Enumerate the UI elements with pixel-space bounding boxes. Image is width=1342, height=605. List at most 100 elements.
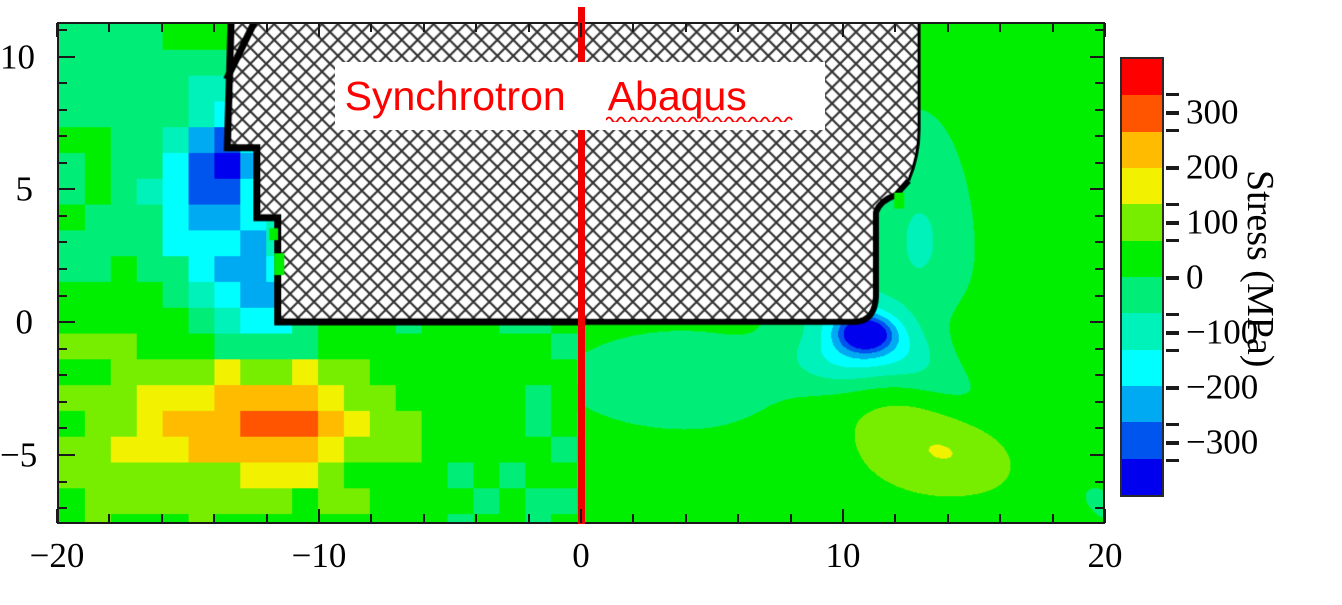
colorbar-tick--200 [1166, 385, 1179, 390]
spellcheck-underline-icon [605, 116, 793, 122]
colorbar-label-200: 200 [1186, 147, 1239, 187]
panel-label-box: Synchrotron Abaqus [334, 62, 825, 130]
x-tick--16 [160, 514, 163, 523]
x-tick-20 [1104, 509, 1106, 523]
colorbar-minor-tick-8 [1166, 349, 1179, 353]
colorbar-band-7 [1122, 313, 1162, 350]
colorbar-label-100: 100 [1186, 202, 1239, 242]
colorbar-tick--300 [1166, 440, 1179, 445]
y-tick-right-3 [1095, 241, 1104, 244]
colorbar-minor-tick-11 [1166, 459, 1179, 463]
colorbar-label--200: −200 [1186, 367, 1259, 407]
x-tick-12 [894, 514, 897, 523]
y-tick-7 [58, 135, 67, 138]
x-tick-top-6 [737, 23, 740, 32]
y-tick-3 [58, 241, 67, 244]
x-tick--18 [108, 514, 111, 523]
y-tick-right--1 [1095, 347, 1104, 350]
x-tick-top-0 [580, 23, 582, 37]
y-tick-11 [58, 28, 67, 31]
y-tick-right--4 [1095, 427, 1104, 430]
x-tick-top--16 [160, 23, 163, 32]
y-axis-label-2: 0 [15, 302, 34, 342]
y-tick-right--5 [1090, 453, 1104, 456]
x-tick-top--10 [318, 23, 320, 37]
y-tick-right--7 [1095, 507, 1104, 510]
x-tick-top-14 [946, 23, 949, 32]
y-tick-right--3 [1095, 400, 1104, 403]
colorbar-minor-tick-1 [1166, 92, 1179, 96]
x-tick--12 [265, 514, 268, 523]
colorbar-label--100: −100 [1186, 312, 1259, 352]
x-tick-16 [999, 514, 1002, 523]
y-tick--6 [58, 480, 67, 483]
y-tick-9 [58, 82, 67, 85]
x-tick-14 [946, 514, 949, 523]
y-tick-right-0 [1090, 321, 1104, 324]
y-tick-right-8 [1095, 108, 1104, 111]
x-tick--14 [213, 514, 216, 523]
y-tick--1 [58, 347, 67, 350]
colorbar-band-4 [1122, 204, 1162, 241]
x-tick--20 [56, 509, 58, 523]
x-axis-label-2: 0 [572, 536, 590, 575]
x-tick-top--14 [213, 23, 216, 32]
y-tick-right-2 [1095, 268, 1104, 271]
center-divider-line [577, 7, 585, 524]
x-tick-top--12 [265, 23, 268, 32]
colorbar-band-3 [1122, 167, 1162, 205]
colorbar-minor-tick-4 [1166, 202, 1179, 206]
y-tick-4 [58, 214, 67, 217]
y-axis-label-0: 10 [0, 37, 35, 77]
y-axis-label-1: 5 [15, 169, 34, 209]
colorbar-band-10 [1122, 422, 1162, 459]
x-tick-top-8 [789, 23, 792, 32]
y-tick-right--2 [1095, 374, 1104, 377]
x-tick-8 [789, 514, 792, 523]
x-tick--6 [422, 514, 425, 523]
colorbar-label--300: −300 [1186, 422, 1259, 462]
y-tick-10 [58, 55, 75, 58]
colorbar-band-6 [1122, 276, 1162, 314]
y-tick-right-6 [1095, 161, 1104, 164]
x-tick-18 [1051, 514, 1054, 523]
x-tick-6 [737, 514, 740, 523]
colorbar-title: Stress (MPa) [1239, 170, 1281, 368]
x-tick-top-20 [1104, 23, 1106, 37]
y-tick-right-7 [1095, 135, 1104, 138]
x-tick--2 [527, 514, 530, 523]
colorbar-tick-200 [1166, 165, 1179, 170]
y-tick-right--6 [1095, 480, 1104, 483]
colorbar-tick-0 [1166, 275, 1179, 280]
x-tick-top--20 [56, 23, 58, 37]
colorbar-band-9 [1122, 385, 1162, 423]
y-tick-8 [58, 108, 67, 111]
y-tick-1 [58, 294, 67, 297]
x-axis-label-3: 10 [825, 536, 861, 575]
y-tick-0 [58, 321, 75, 324]
label-abaqus: Abaqus [607, 72, 747, 119]
x-axis-label-1: −10 [291, 536, 347, 575]
y-tick-right-5 [1090, 188, 1104, 191]
colorbar-band-1 [1122, 95, 1162, 132]
x-axis-label-0: −20 [29, 536, 85, 575]
x-tick-top-16 [999, 23, 1002, 32]
y-tick-right-9 [1095, 82, 1104, 85]
y-tick-2 [58, 268, 67, 271]
x-tick-top--2 [527, 23, 530, 32]
y-tick-right-10 [1090, 55, 1104, 58]
x-tick-10 [842, 509, 844, 523]
x-tick-top-18 [1051, 23, 1054, 32]
y-tick-right-1 [1095, 294, 1104, 297]
y-tick-right-11 [1095, 28, 1104, 31]
y-tick--3 [58, 400, 67, 403]
y-tick-6 [58, 161, 67, 164]
colorbar-tick-100 [1166, 220, 1179, 225]
x-tick-2 [632, 514, 635, 523]
x-tick-top-4 [684, 23, 687, 32]
x-tick-4 [684, 514, 687, 523]
x-tick--4 [475, 514, 478, 523]
x-tick--8 [370, 514, 373, 523]
y-tick--5 [58, 453, 75, 456]
